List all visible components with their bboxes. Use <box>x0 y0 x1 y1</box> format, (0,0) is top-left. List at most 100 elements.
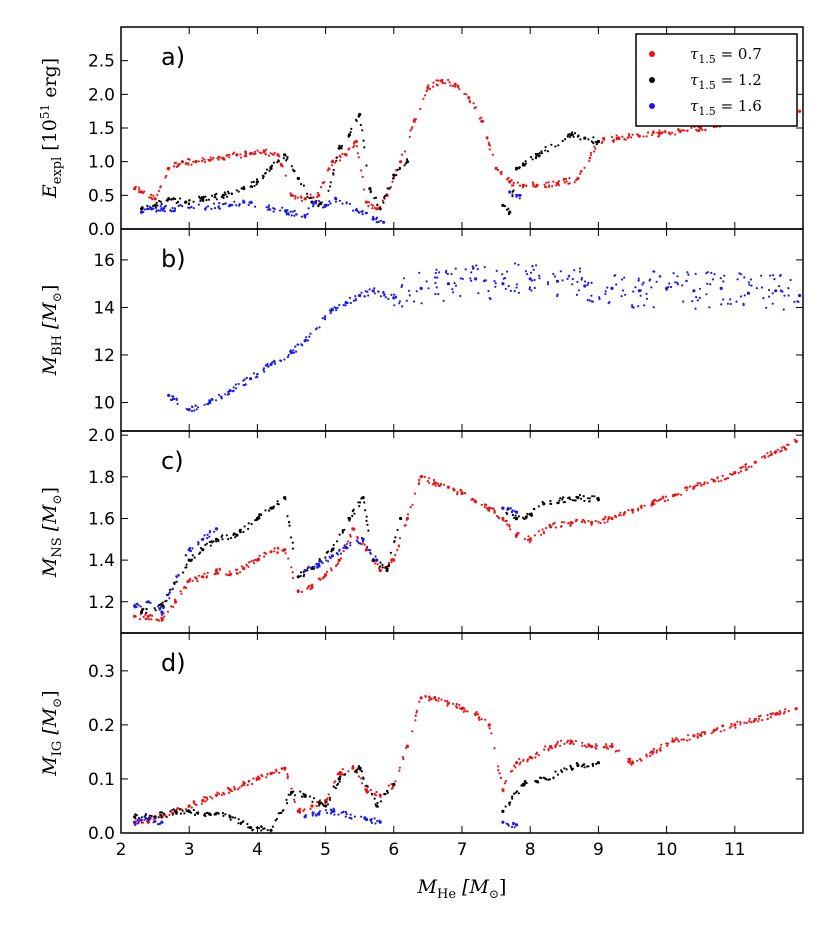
legend-marker <box>649 51 655 57</box>
data-point <box>703 481 706 484</box>
data-point <box>326 811 329 815</box>
data-point <box>446 282 450 286</box>
data-point <box>264 153 267 156</box>
data-point <box>535 264 538 267</box>
data-point <box>485 507 488 510</box>
data-point <box>296 575 300 579</box>
data-point <box>567 275 570 278</box>
data-point <box>340 144 343 148</box>
data-point <box>317 205 320 208</box>
data-point <box>310 804 314 808</box>
data-point <box>188 202 191 205</box>
data-point <box>163 615 166 618</box>
data-point <box>257 557 260 560</box>
data-point <box>255 180 259 184</box>
data-point <box>202 195 205 198</box>
data-point <box>340 557 343 560</box>
data-point <box>227 192 230 195</box>
data-point <box>293 800 296 804</box>
data-point <box>630 136 633 139</box>
data-point <box>384 194 387 198</box>
data-point <box>326 169 329 172</box>
data-point <box>244 150 247 153</box>
data-point <box>507 176 510 179</box>
data-point <box>327 204 330 207</box>
data-point <box>536 184 539 188</box>
data-point <box>588 159 591 162</box>
data-point <box>216 791 219 794</box>
data-point <box>384 296 387 299</box>
data-point <box>528 287 531 291</box>
data-point <box>596 139 601 144</box>
panel-label: c) <box>161 447 184 475</box>
data-point <box>165 599 168 602</box>
data-point <box>152 194 155 197</box>
data-point <box>358 505 361 508</box>
data-point <box>414 714 417 717</box>
data-point <box>645 297 649 300</box>
data-point <box>363 543 366 546</box>
data-point <box>250 201 253 204</box>
data-point <box>692 485 696 489</box>
data-point <box>415 709 418 713</box>
x-tick-label: 7 <box>457 840 468 860</box>
data-point <box>494 166 498 170</box>
data-point <box>375 558 379 562</box>
data-point <box>236 788 239 791</box>
data-point <box>581 744 584 748</box>
data-point <box>156 193 159 197</box>
data-point <box>339 552 342 555</box>
data-point <box>203 158 206 161</box>
data-point <box>551 185 554 188</box>
data-point <box>227 392 231 395</box>
data-point <box>224 813 227 816</box>
data-point <box>404 150 407 153</box>
y-tick-label: 2.5 <box>88 52 115 72</box>
data-point <box>357 501 360 504</box>
data-point <box>494 282 497 285</box>
data-point <box>203 207 207 210</box>
data-point <box>685 489 688 492</box>
data-point <box>771 292 774 295</box>
data-point <box>418 481 421 484</box>
series-2 <box>133 761 601 833</box>
data-point <box>352 209 355 212</box>
data-point <box>467 96 471 100</box>
data-point <box>554 744 557 747</box>
data-point <box>304 198 307 201</box>
data-point <box>465 93 468 96</box>
data-point <box>135 814 138 817</box>
data-point <box>332 785 336 789</box>
data-point <box>696 732 699 735</box>
data-point <box>344 773 347 776</box>
data-point <box>351 765 355 768</box>
data-point <box>264 509 267 512</box>
data-point <box>398 769 401 772</box>
data-point <box>290 566 293 569</box>
data-point <box>172 165 176 168</box>
data-point <box>452 85 455 88</box>
data-point <box>522 784 525 787</box>
data-point <box>243 154 246 157</box>
data-point <box>440 482 443 486</box>
data-point <box>676 738 679 741</box>
data-point <box>457 86 460 89</box>
data-point <box>437 697 440 700</box>
data-point <box>474 500 478 504</box>
data-point <box>721 725 724 728</box>
data-point <box>538 154 541 157</box>
data-point <box>719 277 722 280</box>
data-point <box>546 281 550 284</box>
data-point <box>324 316 327 319</box>
data-point <box>340 147 343 150</box>
data-point <box>700 483 703 487</box>
data-point <box>361 496 365 500</box>
data-point <box>346 301 349 305</box>
data-point <box>665 742 668 745</box>
data-point <box>389 551 392 554</box>
data-point <box>341 531 344 534</box>
data-point <box>757 717 761 720</box>
data-point <box>278 155 281 158</box>
data-point <box>454 284 458 287</box>
data-point <box>524 270 528 273</box>
